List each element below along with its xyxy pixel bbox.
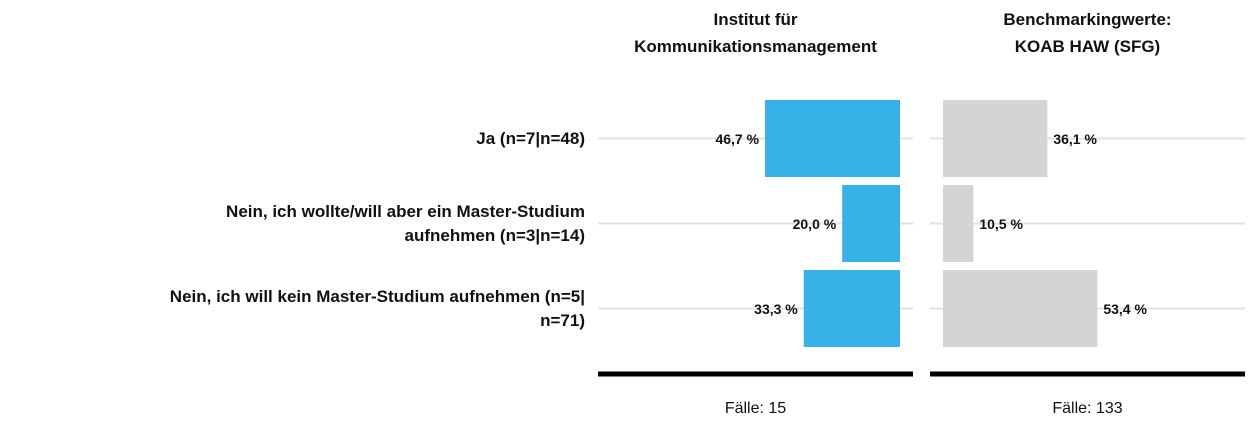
bar — [765, 100, 900, 177]
value-label: 53,4 % — [1103, 300, 1147, 317]
value-label: 33,3 % — [754, 300, 798, 317]
footnote: Fälle: 15 — [724, 400, 787, 417]
category-label: Nein, ich wollte/will aber ein Master-St… — [226, 201, 585, 245]
value-label: 46,7 % — [715, 130, 760, 147]
bar — [943, 100, 1048, 177]
footnote: Fälle: 133 — [1052, 400, 1123, 417]
value-label: 10,5 % — [979, 215, 1023, 232]
value-label: 20,0 % — [792, 215, 837, 232]
value-label: 36,1 % — [1053, 130, 1097, 147]
category-label: Nein, ich will kein Master-Studium aufne… — [169, 286, 585, 330]
bar — [803, 270, 900, 347]
panel-title: Institut für Kommunikationsmanagement — [634, 10, 877, 56]
bar — [842, 185, 900, 262]
panel-title: Benchmarkingwerte: KOAB HAW (SFG) — [1003, 10, 1172, 56]
bar — [943, 270, 1098, 347]
category-label: Ja (n=7|n=48) — [476, 128, 585, 148]
bar — [943, 185, 974, 262]
